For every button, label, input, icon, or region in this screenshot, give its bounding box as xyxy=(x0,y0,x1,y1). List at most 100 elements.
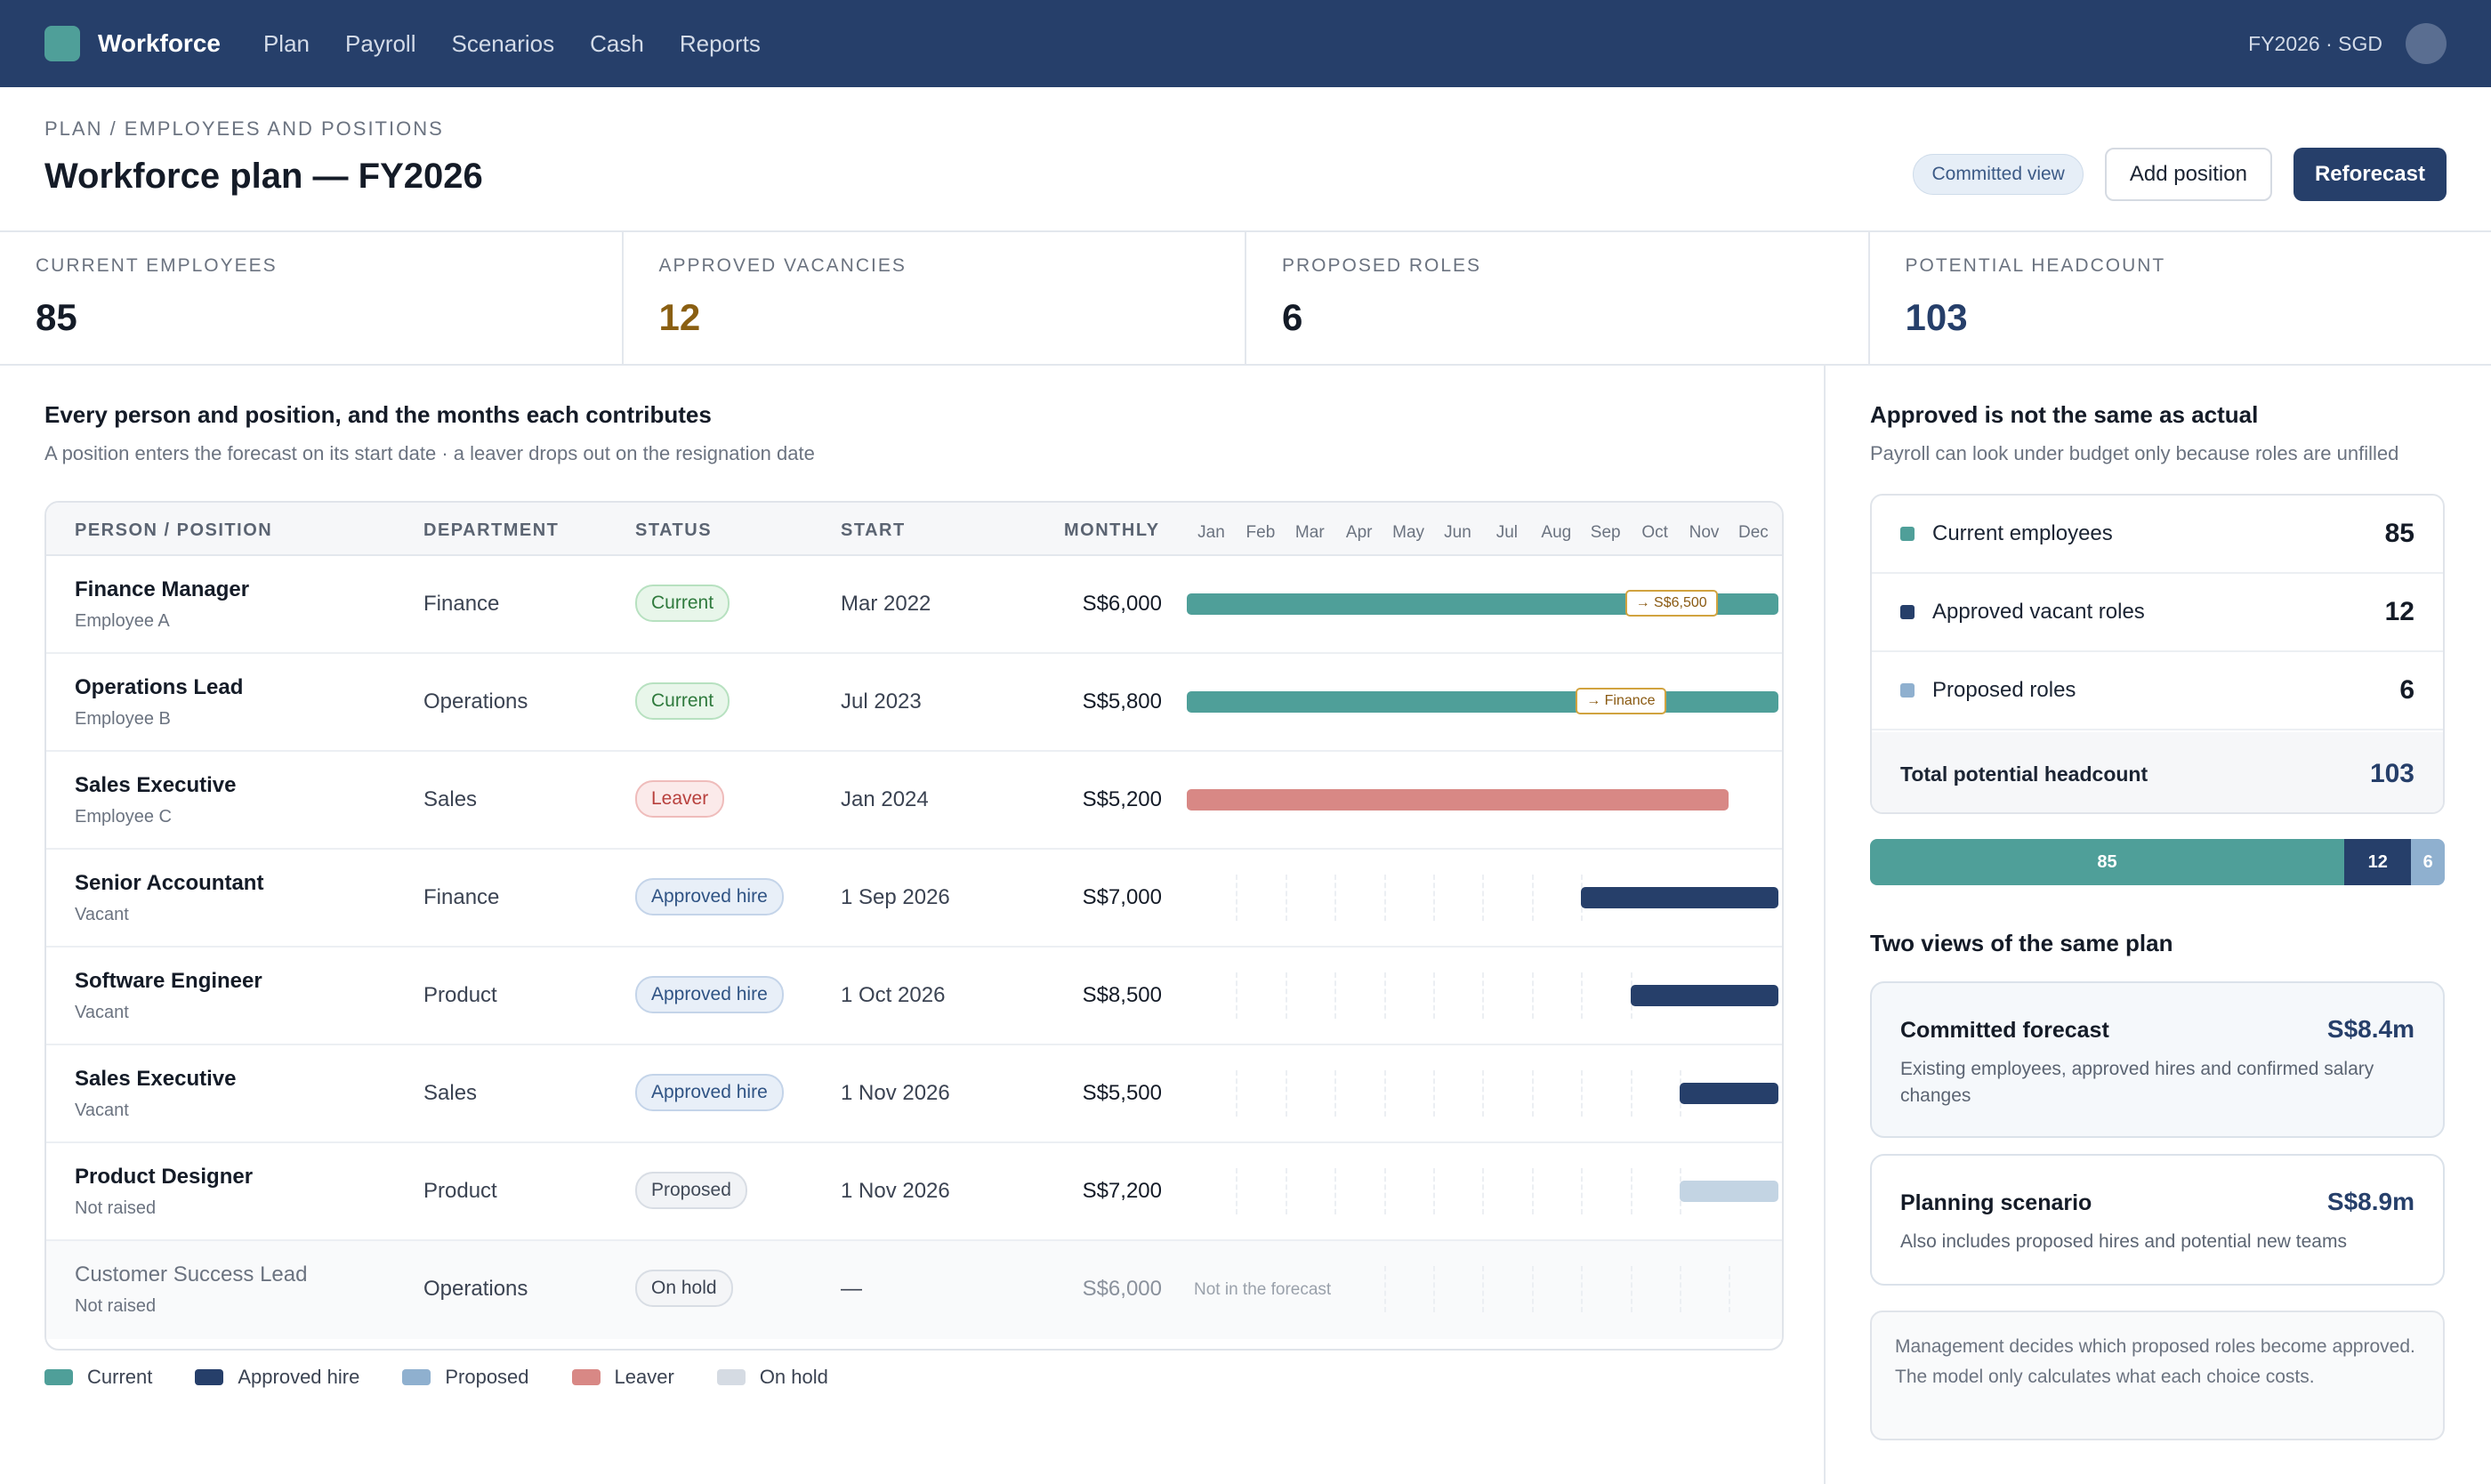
position-holder: Not raised xyxy=(75,1198,157,1218)
start-date: 1 Nov 2026 xyxy=(841,1081,950,1105)
column-header-status[interactable]: STATUS xyxy=(635,520,713,540)
month-gridline xyxy=(1680,1266,1681,1312)
committed-view-badge[interactable]: Committed view xyxy=(1913,154,2084,195)
page-header: PLAN / EMPLOYEES AND POSITIONS Workforce… xyxy=(0,87,2491,232)
month-gridline xyxy=(1482,972,1485,1019)
month-label-nov: Nov xyxy=(1689,523,1720,542)
leaver-bar[interactable] xyxy=(1187,789,1729,811)
month-gridline xyxy=(1285,972,1287,1019)
table-row[interactable]: Senior Accountant Vacant Finance Approved h… xyxy=(46,850,1782,948)
user-avatar[interactable] xyxy=(2406,23,2447,64)
month-gridline xyxy=(1236,875,1238,921)
month-gridline xyxy=(1334,1070,1337,1117)
department: Product xyxy=(423,983,497,1007)
column-header-monthly[interactable]: MONTHLY xyxy=(1064,520,1160,540)
fiscal-year-selector[interactable]: FY2026 · SGD xyxy=(2248,31,2382,55)
table-row[interactable]: Finance Manager Employee A Finance Current M… xyxy=(46,556,1782,654)
nav-item-reports[interactable]: Reports xyxy=(679,29,761,57)
table-row[interactable]: Product Designer Not raised Product Propose… xyxy=(46,1143,1782,1241)
view-description: Also includes proposed hires and potenti… xyxy=(1900,1231,2347,1252)
planning-scenario-card[interactable]: Planning scenario S$8.9m Also includes p… xyxy=(1870,1154,2445,1286)
month-timeline: Not in the forecast xyxy=(1187,1241,1778,1337)
position-holder: Vacant xyxy=(75,1003,129,1022)
column-header-department[interactable]: DEPARTMENT xyxy=(423,520,560,540)
kpi-label: CURRENT EMPLOYEES xyxy=(36,255,278,276)
table-row[interactable]: Sales Executive Employee C Sales Leaver Jan … xyxy=(46,752,1782,850)
month-gridline xyxy=(1285,1168,1287,1214)
legend-item-proposed: Proposed xyxy=(402,1366,529,1389)
month-timeline: → S$6,500 xyxy=(1187,556,1778,652)
month-label-jan: Jan xyxy=(1197,523,1225,542)
main-nav: Plan Payroll Scenarios Cash Reports xyxy=(263,30,761,58)
topbar-right: FY2026 · SGD xyxy=(2248,23,2447,64)
committed-forecast-card[interactable]: Committed forecast S$8.4m Existing emplo… xyxy=(1870,981,2445,1138)
breakdown-value: 85 xyxy=(2384,519,2414,548)
department: Sales xyxy=(423,787,478,811)
table-row[interactable]: Sales Executive Vacant Sales Approved hire 1… xyxy=(46,1045,1782,1143)
reforecast-button[interactable]: Reforecast xyxy=(2293,148,2447,201)
positions-section: Every person and position, and the month… xyxy=(0,366,1826,1484)
month-timeline xyxy=(1187,850,1778,946)
kpi-value: 12 xyxy=(658,296,701,338)
month-label-may: May xyxy=(1392,523,1425,542)
column-header-person[interactable]: PERSON / POSITION xyxy=(75,520,273,540)
column-header-start[interactable]: START xyxy=(841,520,906,540)
position-holder: Vacant xyxy=(75,1101,129,1120)
month-gridline xyxy=(1236,1070,1238,1117)
breakdown-value: 6 xyxy=(2399,675,2414,705)
legend-swatch xyxy=(195,1369,224,1385)
status-badge: Approved hire xyxy=(635,976,784,1013)
nav-item-scenarios[interactable]: Scenarios xyxy=(451,29,555,57)
month-gridline xyxy=(1383,972,1386,1019)
current-bar[interactable] xyxy=(1187,691,1778,713)
month-gridline xyxy=(1433,1168,1435,1214)
positions-table: PERSON / POSITION DEPARTMENT STATUS STAR… xyxy=(44,501,1784,1351)
monthly-cost: S$6,000 xyxy=(1082,1277,1162,1301)
breakdown-row-current: Current employees 85 xyxy=(1872,496,2443,574)
add-position-button[interactable]: Add position xyxy=(2104,148,2272,201)
salary-change-marker[interactable]: → S$6,500 xyxy=(1624,590,1718,617)
month-gridline xyxy=(1630,1070,1632,1117)
month-gridline xyxy=(1383,875,1386,921)
proposed-bar[interactable] xyxy=(1680,1181,1778,1202)
nav-item-cash[interactable]: Cash xyxy=(590,29,644,57)
month-gridline xyxy=(1581,1070,1584,1117)
month-gridline xyxy=(1482,1168,1485,1214)
month-gridline xyxy=(1433,1266,1435,1312)
month-gridline xyxy=(1285,1070,1287,1117)
month-gridline xyxy=(1630,1266,1632,1312)
month-timeline xyxy=(1187,1045,1778,1141)
approved-bar[interactable] xyxy=(1630,985,1778,1006)
brand[interactable]: Workforce xyxy=(44,26,221,61)
kpi-potential-headcount: POTENTIAL HEADCOUNT 103 xyxy=(1870,232,2491,364)
start-date: — xyxy=(841,1277,862,1301)
stack-segment: 6 xyxy=(2411,839,2445,885)
breakdown-label: Current employees xyxy=(1932,521,2113,545)
position-name: Software Engineer xyxy=(75,969,262,993)
salary-change-marker[interactable]: → Finance xyxy=(1576,688,1666,714)
month-gridline xyxy=(1433,972,1435,1019)
table-row[interactable]: Operations Lead Employee B Operations Curre… xyxy=(46,654,1782,752)
approved-bar[interactable] xyxy=(1581,887,1778,908)
status-badge: Proposed xyxy=(635,1172,747,1209)
department: Operations xyxy=(423,1277,528,1301)
month-timeline xyxy=(1187,948,1778,1044)
approved-bar[interactable] xyxy=(1680,1083,1778,1104)
table-row[interactable]: Software Engineer Vacant Product Approved h… xyxy=(46,948,1782,1045)
department: Product xyxy=(423,1179,497,1203)
views-title: Two views of the same plan xyxy=(1870,930,2173,956)
headcount-stacked-bar: 85 12 6 xyxy=(1870,839,2445,885)
nav-item-payroll[interactable]: Payroll xyxy=(345,29,416,57)
month-gridline xyxy=(1729,1266,1731,1312)
breakdown-label: Approved vacant roles xyxy=(1932,600,2145,624)
legend-swatch xyxy=(44,1369,73,1385)
side-subtitle: Payroll can look under budget only becau… xyxy=(1870,442,2399,464)
month-gridline xyxy=(1433,1070,1435,1117)
month-gridline xyxy=(1334,1168,1337,1214)
monthly-cost: S$5,500 xyxy=(1082,1081,1162,1105)
nav-item-plan[interactable]: Plan xyxy=(262,29,310,57)
table-row[interactable]: Customer Success Lead Not raised Operation… xyxy=(46,1241,1782,1339)
status-badge: Current xyxy=(635,682,730,720)
position-name: Finance Manager xyxy=(75,577,250,601)
month-gridline xyxy=(1482,875,1485,921)
